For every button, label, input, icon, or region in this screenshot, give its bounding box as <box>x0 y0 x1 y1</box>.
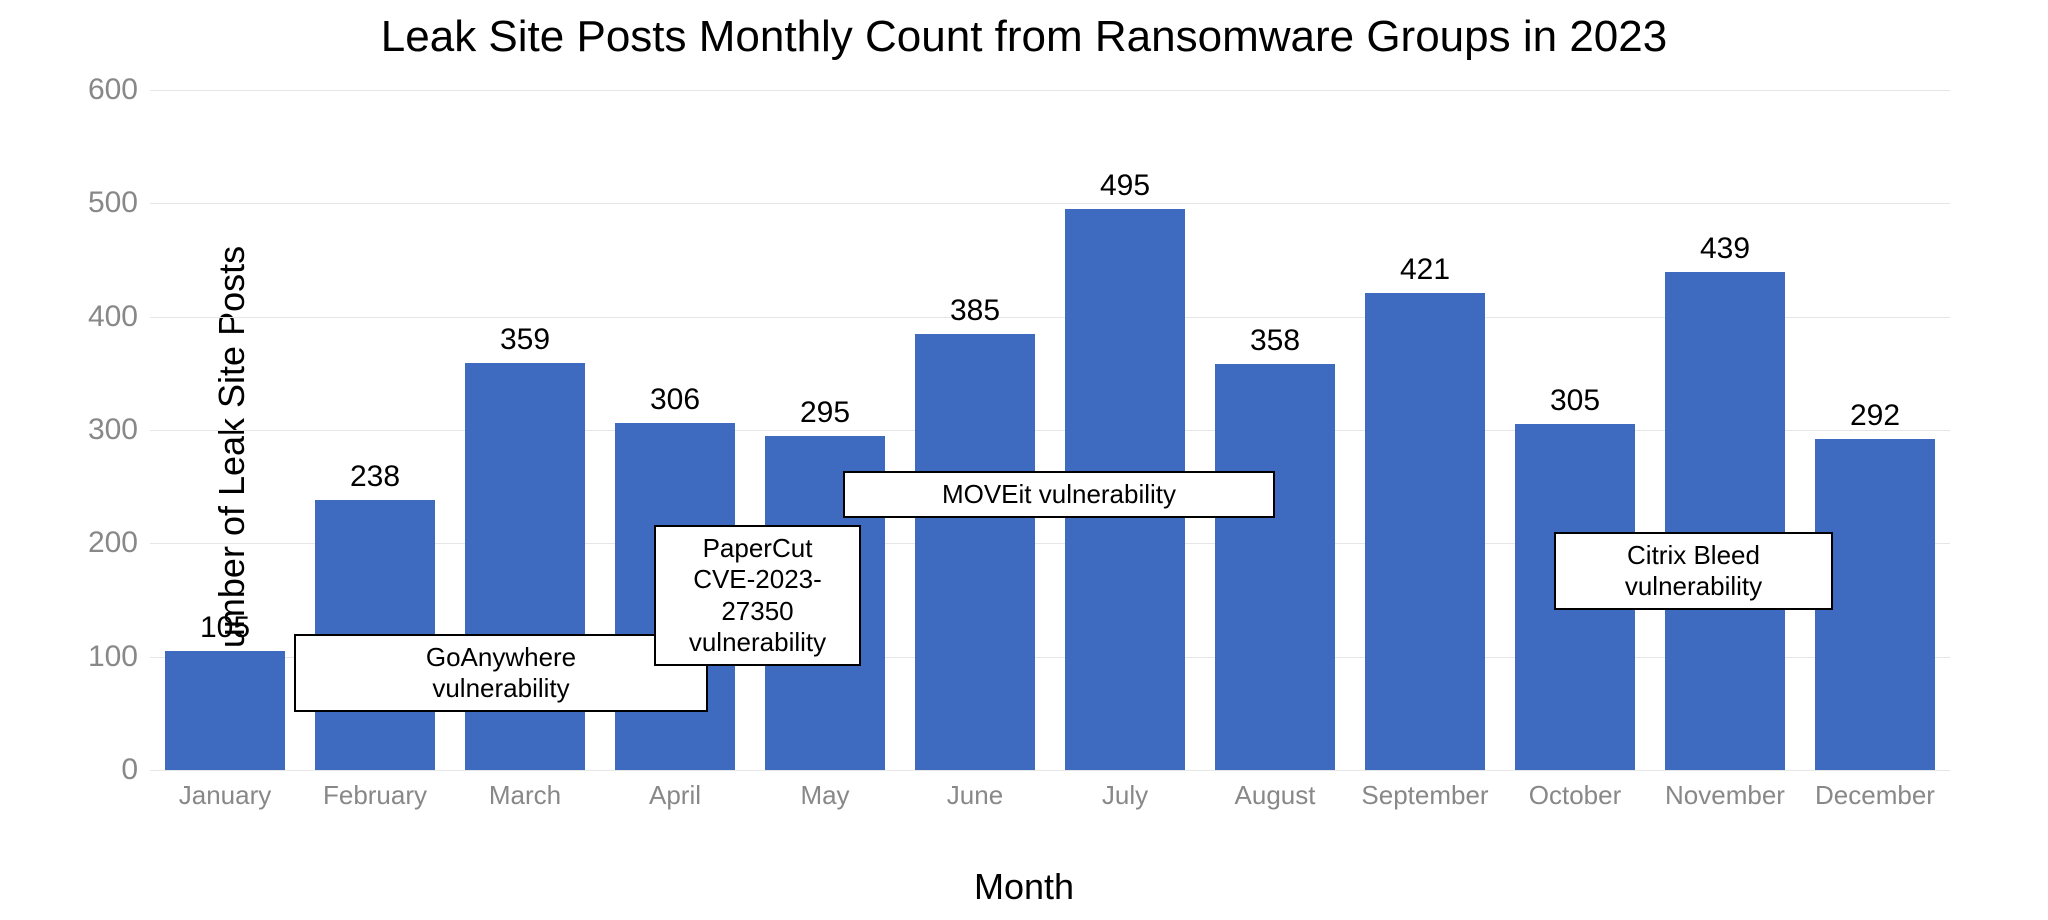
bar-value-label: 238 <box>350 460 400 494</box>
x-tick-label: May <box>800 780 849 811</box>
x-tick-label: January <box>179 780 272 811</box>
y-tick-label: 400 <box>88 300 138 334</box>
bar-value-label: 439 <box>1700 232 1750 266</box>
x-tick-label: April <box>649 780 701 811</box>
x-tick-label: August <box>1235 780 1316 811</box>
y-tick-label: 0 <box>121 753 138 787</box>
y-tick-label: 100 <box>88 640 138 674</box>
bar-value-label: 306 <box>650 383 700 417</box>
bar: 421 <box>1365 293 1485 770</box>
bar-value-label: 358 <box>1250 324 1300 358</box>
chart-title: Leak Site Posts Monthly Count from Ranso… <box>0 12 2048 62</box>
bar-value-label: 292 <box>1850 399 1900 433</box>
annotation-box: MOVEit vulnerability <box>843 471 1275 518</box>
annotation-box: Citrix Bleedvulnerability <box>1554 532 1833 610</box>
bar-value-label: 421 <box>1400 253 1450 287</box>
bar-slot: 295May <box>750 90 900 770</box>
bar: 385 <box>915 334 1035 770</box>
bar-value-label: 495 <box>1100 169 1150 203</box>
y-tick-label: 300 <box>88 413 138 447</box>
annotation-box: PaperCutCVE-2023-27350vulnerability <box>654 525 861 666</box>
x-axis-label: Month <box>0 866 2048 908</box>
y-tick-label: 200 <box>88 526 138 560</box>
y-tick-label: 600 <box>88 73 138 107</box>
bar-value-label: 305 <box>1550 384 1600 418</box>
bar-value-label: 105 <box>200 611 250 645</box>
bar-slot: 358August <box>1200 90 1350 770</box>
x-tick-label: June <box>947 780 1003 811</box>
x-tick-label: July <box>1102 780 1148 811</box>
bar-value-label: 359 <box>500 323 550 357</box>
bar-slot: 495July <box>1050 90 1200 770</box>
gridline <box>150 770 1950 771</box>
bar: 105 <box>165 651 285 770</box>
bar-slot: 421September <box>1350 90 1500 770</box>
x-tick-label: March <box>489 780 561 811</box>
annotation-box: GoAnywherevulnerability <box>294 634 708 712</box>
x-tick-label: February <box>323 780 427 811</box>
x-tick-label: October <box>1529 780 1622 811</box>
bar-slot: 439November <box>1650 90 1800 770</box>
x-tick-label: November <box>1665 780 1785 811</box>
bar: 358 <box>1215 364 1335 770</box>
bar-value-label: 295 <box>800 396 850 430</box>
bar-slot: 385June <box>900 90 1050 770</box>
bar-value-label: 385 <box>950 294 1000 328</box>
bar-slot: 292December <box>1800 90 1950 770</box>
chart-container: Leak Site Posts Monthly Count from Ranso… <box>0 0 2048 920</box>
bar: 292 <box>1815 439 1935 770</box>
x-tick-label: September <box>1361 780 1488 811</box>
x-tick-label: December <box>1815 780 1935 811</box>
plot-area: 105January238February359March306April295… <box>150 90 1950 770</box>
bar: 439 <box>1665 272 1785 770</box>
bar-slot: 105January <box>150 90 300 770</box>
bar-slot: 305October <box>1500 90 1650 770</box>
y-tick-label: 500 <box>88 186 138 220</box>
